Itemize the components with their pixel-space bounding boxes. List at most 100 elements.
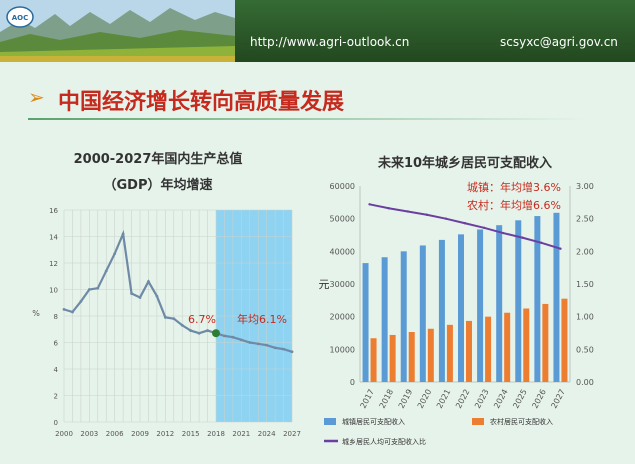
- urban-income-bar: [438, 239, 445, 382]
- x-tick-label: 2006: [106, 430, 124, 438]
- urban-income-bar: [515, 220, 522, 382]
- urban-income-bar: [534, 216, 541, 382]
- rural-income-bar: [523, 308, 530, 382]
- rural-income-bar: [427, 328, 434, 382]
- urban-growth-annotation: 城镇：年均增3.6%: [467, 180, 561, 194]
- gdp-data-point: [172, 317, 176, 321]
- gdp-data-point: [189, 329, 193, 332]
- urban-income-bar: [419, 245, 426, 382]
- gdp-data-point: [87, 288, 91, 291]
- legend-label: 城镇居民可支配收入: [342, 417, 405, 426]
- y2-tick-label: 0.00: [576, 378, 594, 387]
- y2-tick-label: 2.00: [576, 247, 594, 256]
- website-url[interactable]: http://www.agri-outlook.cn: [250, 35, 410, 49]
- gdp-data-point: [71, 310, 74, 314]
- gdp-data-point: [273, 346, 277, 350]
- ratio-data-point: [482, 226, 486, 230]
- urban-income-bar: [553, 212, 560, 382]
- legend-swatch: [324, 418, 336, 425]
- gdp-forecast-average-label: 年均6.1%: [237, 312, 287, 326]
- gdp-data-point: [96, 286, 100, 290]
- gdp-data-point: [147, 280, 150, 283]
- urban-income-bar: [458, 234, 464, 382]
- ratio-data-point: [425, 213, 429, 216]
- rural-income-bar: [485, 316, 492, 382]
- aoc-logo-icon: AOC: [6, 6, 34, 28]
- x-tick-label: 2019: [397, 388, 415, 410]
- rural-income-bar: [542, 303, 549, 382]
- income-chart: 未来10年城乡居民可支配收入 0 10000 20000 30000 40000 5000…: [319, 155, 594, 446]
- rural-income-bar: [504, 312, 511, 382]
- gdp-data-point: [155, 294, 159, 298]
- x-tick-label: 2020: [416, 388, 434, 410]
- gdp-chart-subtitle: （GDP）年均增速: [104, 177, 213, 193]
- y-tick-label: 6: [54, 340, 59, 348]
- gdp-data-point: [113, 252, 117, 256]
- y-tick-label: 14: [49, 234, 58, 242]
- gdp-series-line: [63, 229, 293, 353]
- income-chart-title: 未来10年城乡居民可支配收入: [377, 155, 552, 171]
- urban-income-bar: [362, 263, 369, 382]
- urban-income-bar: [496, 225, 503, 382]
- legend-label: 城乡居民人均可支配收入比: [342, 437, 426, 446]
- x-tick-label: 2000: [55, 430, 73, 438]
- title-underline: [28, 118, 588, 120]
- y2-tick-label: 3.00: [576, 182, 594, 191]
- rural-income-bar: [370, 338, 377, 382]
- x-tick-label: 2024: [492, 388, 510, 410]
- bullet-arrow-icon: ➢: [28, 85, 45, 109]
- y-axis-label: 元: [319, 278, 330, 291]
- rural-income-bar: [561, 298, 568, 382]
- y-tick-label: 2: [54, 393, 58, 401]
- x-tick-label: 2027: [283, 430, 301, 438]
- x-tick-label: 2015: [182, 430, 200, 438]
- y-tick-label: 16: [49, 207, 58, 215]
- gdp-data-point: [248, 341, 252, 344]
- y-tick-label: 8: [54, 313, 58, 321]
- ratio-data-point: [368, 203, 371, 206]
- y2-tick-label: 2.50: [576, 215, 594, 224]
- ratio-data-point: [406, 210, 409, 213]
- y-tick-label: 50000: [330, 215, 355, 224]
- contact-email[interactable]: scsyxc@agri.gov.cn: [500, 35, 618, 49]
- ratio-data-point: [501, 231, 505, 235]
- y2-tick-label: 1.50: [576, 280, 594, 289]
- x-tick-label: 2018: [207, 430, 225, 438]
- x-tick-label: 2024: [258, 430, 276, 438]
- x-tick-label: 2009: [131, 430, 149, 438]
- ratio-data-point: [559, 247, 562, 250]
- page-header: AOC http://www.agri-outlook.cn scsyxc@ag…: [0, 0, 635, 62]
- ratio-data-point: [444, 217, 448, 220]
- gdp-data-point: [265, 343, 269, 347]
- x-tick-label: 2003: [80, 430, 98, 438]
- rural-growth-annotation: 农村：年均增6.6%: [467, 198, 561, 212]
- gdp-data-point: [256, 342, 260, 346]
- gdp-data-point: [163, 315, 167, 319]
- gdp-data-point: [231, 335, 235, 339]
- x-tick-label: 2017: [359, 388, 377, 410]
- gdp-data-point: [79, 300, 83, 303]
- legend-label: 农村居民可支配收入: [490, 417, 553, 426]
- logo-text: AOC: [12, 14, 29, 22]
- gdp-2018-marker: [212, 329, 220, 338]
- gdp-chart-title: 2000-2027年国内生产总值: [74, 151, 243, 167]
- ratio-data-point: [387, 207, 390, 210]
- y-tick-label: 12: [49, 260, 58, 268]
- ratio-data-point: [521, 236, 524, 239]
- slide-title: ➢ 中国经济增长转向高质量发展: [28, 82, 398, 116]
- y-tick-label: 10000: [330, 345, 355, 354]
- y-tick-label: 0: [54, 419, 58, 427]
- gdp-data-point: [197, 331, 201, 335]
- rural-income-bar: [446, 324, 453, 382]
- gdp-data-point: [62, 307, 66, 311]
- gdp-data-point: [130, 292, 133, 295]
- gdp-2018-label: 6.7%: [188, 313, 216, 326]
- rural-income-bar: [408, 332, 415, 382]
- x-tick-label: 2021: [435, 388, 453, 410]
- gdp-data-point: [290, 350, 294, 354]
- gdp-data-point: [104, 269, 108, 273]
- y2-tick-label: 0.50: [576, 345, 594, 354]
- gdp-data-point: [180, 323, 184, 327]
- gdp-data-point: [239, 338, 243, 342]
- gdp-data-point: [206, 329, 209, 332]
